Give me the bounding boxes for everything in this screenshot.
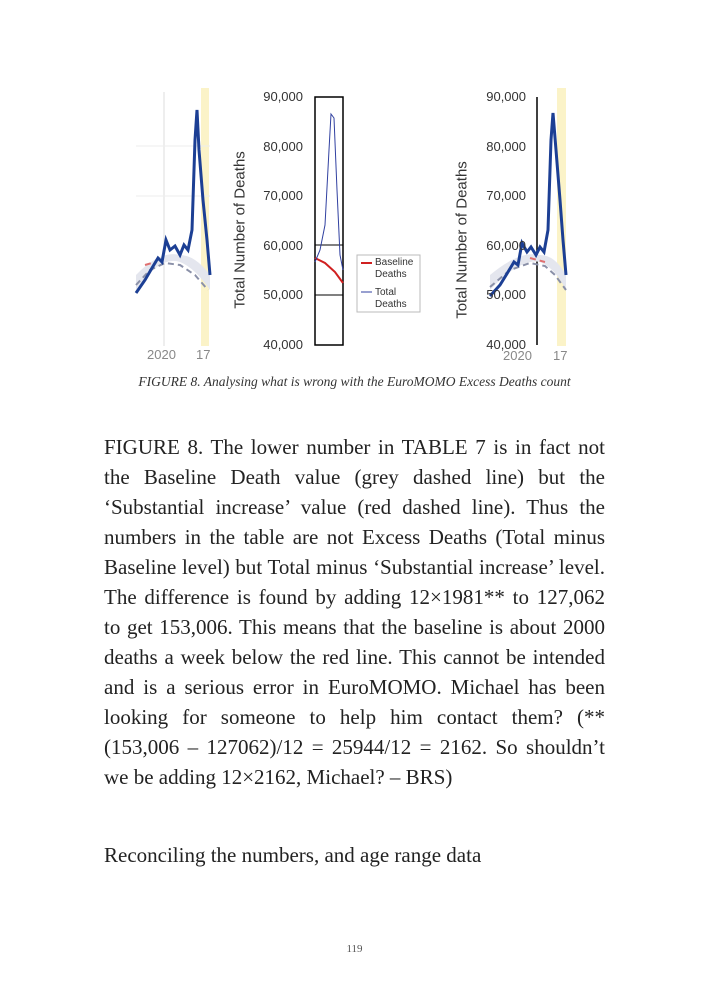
figure-caption: FIGURE 8. Analysing what is wrong with t… — [138, 374, 571, 389]
y-tick-label: 70,000 — [263, 188, 303, 204]
plot-frame — [314, 96, 344, 346]
y-tick-label: 80,000 — [263, 138, 303, 154]
legend-entry: Total Deaths — [375, 287, 407, 310]
red-dashed-line — [144, 261, 156, 266]
band — [136, 254, 210, 290]
y-tick-label: 90,000 — [486, 89, 526, 104]
red-dashed-line — [529, 257, 546, 263]
y-tick-label: 40,000 — [486, 337, 526, 352]
y-tick-label: 80,000 — [486, 138, 526, 154]
y-tick-label: 60,000 — [263, 237, 303, 253]
page-number: 119 — [346, 943, 363, 955]
x-tick-label: 17 — [553, 348, 568, 363]
figure-graphics — [134, 88, 568, 346]
y-tick-label: 90,000 — [263, 89, 303, 104]
left-panel — [134, 88, 212, 346]
y-tick-label: 60,000 — [486, 237, 526, 253]
y-axis-label: Total Number of Deaths — [231, 151, 249, 309]
x-tick-label: 2020 — [147, 347, 176, 362]
total-deaths-line — [134, 109, 212, 294]
middle-panel — [314, 96, 421, 346]
x-tick-label: 17 — [196, 347, 211, 362]
legend-box — [356, 254, 421, 313]
y-tick-label: 50,000 — [263, 287, 303, 303]
legend-entry: Baseline Deaths — [375, 257, 414, 280]
x-tick-label: 2020 — [503, 348, 532, 363]
y-tick-label: 70,000 — [486, 188, 526, 204]
y-tick-label: 50,000 — [486, 287, 526, 303]
baseline-line — [135, 261, 209, 291]
band — [490, 254, 566, 290]
y-tick-label: 40,000 — [263, 337, 303, 352]
total-deaths-line — [488, 112, 568, 298]
paragraph: FIGURE 8. The lower number in TABLE 7 is… — [104, 435, 605, 789]
total-deaths-line — [314, 112, 344, 271]
baseline-line — [314, 257, 344, 284]
right-panel — [488, 88, 568, 346]
paragraph: Reconciling the numbers, and age range d… — [104, 843, 482, 867]
